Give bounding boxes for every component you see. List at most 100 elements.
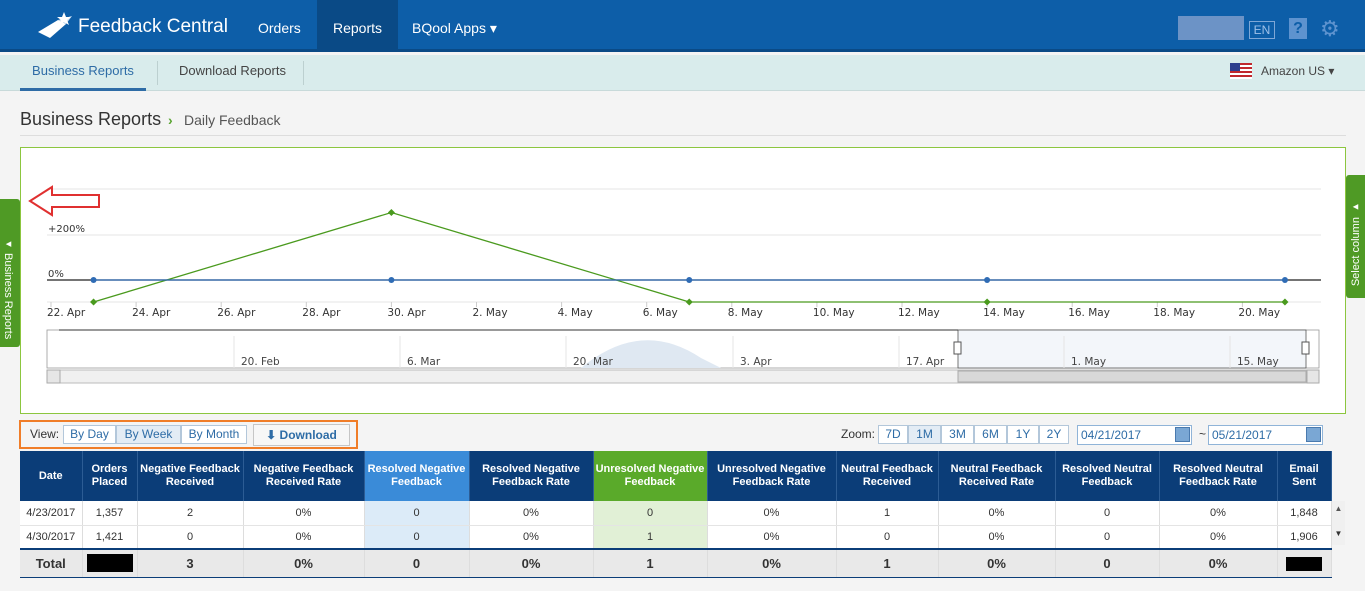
cell: 1 [836, 501, 939, 526]
header-unresolved-negative-rate[interactable]: Unresolved Negative Feedback Rate [707, 451, 837, 501]
navigator-label: 20. Mar [573, 356, 614, 368]
divider [20, 135, 1346, 136]
table-scrollbar[interactable]: ▲ ▼ [1331, 501, 1345, 545]
view-label: View: [30, 427, 60, 441]
cell: 1 [836, 548, 939, 578]
side-tab-label: Select column ▸ [1350, 201, 1362, 287]
x-tick-label: 22. Apr [47, 307, 86, 319]
chart-panel: +200% 0% 22. Apr 24. Apr 26. Apr 28. Apr 30. … [20, 147, 1346, 414]
tab-download-reports[interactable]: Download Reports [179, 63, 286, 78]
x-tick-label: 20. May [1238, 307, 1280, 319]
by-week-button[interactable]: By Week [116, 425, 181, 444]
cell: 0% [1159, 548, 1278, 578]
calendar-icon[interactable] [1306, 427, 1321, 442]
zoom-1m-button[interactable]: 1M [908, 425, 941, 444]
user-name-redacted[interactable] [1178, 16, 1244, 40]
zoom-1y-button[interactable]: 1Y [1007, 425, 1039, 444]
cell: 0 [364, 548, 470, 578]
data-point [90, 298, 98, 306]
cell: 0 [1055, 525, 1160, 550]
sub-nav-bar: Business Reports Download Reports [0, 55, 1365, 91]
cell: 0% [469, 525, 594, 550]
header-neutral-feedback[interactable]: Neutral Feedback Received [836, 451, 939, 501]
tab-business-reports[interactable]: Business Reports [20, 55, 146, 91]
marketplace-selector[interactable]: Amazon US ▾ [1261, 64, 1335, 78]
x-tick-label: 4. May [558, 307, 593, 319]
data-point [984, 277, 991, 283]
header-negative-rate[interactable]: Negative Feedback Received Rate [243, 451, 365, 501]
cell: 1,357 [82, 501, 138, 526]
x-tick-label: 12. May [898, 307, 940, 319]
top-nav-bar: Feedback Central Orders Reports BQool Ap… [0, 0, 1365, 52]
series-line [93, 211, 1285, 303]
cell: 0% [938, 501, 1056, 526]
cell: 4/30/2017 [20, 525, 83, 550]
zoom-6m-button[interactable]: 6M [974, 425, 1007, 444]
cell: 0% [243, 501, 365, 526]
cell: 0 [593, 501, 708, 526]
cell: 0% [243, 548, 365, 578]
data-point [1281, 277, 1288, 283]
help-icon[interactable]: ? [1289, 18, 1307, 39]
line-chart[interactable]: +200% 0% 22. Apr 24. Apr 26. Apr 28. Apr 30. … [21, 148, 1345, 413]
navigator-label: 6. Mar [407, 356, 441, 368]
cell: 0 [1055, 501, 1160, 526]
x-tick-label: 16. May [1068, 307, 1110, 319]
navigator-label: 1. May [1071, 356, 1106, 368]
gear-icon[interactable]: ⚙ [1320, 16, 1340, 41]
y-tick-label: +200% [48, 224, 85, 235]
header-resolved-negative-rate[interactable]: Resolved Negative Feedback Rate [469, 451, 594, 501]
header-unresolved-negative[interactable]: Unresolved Negative Feedback [593, 451, 708, 501]
download-button[interactable]: ⬇ Download [253, 424, 350, 446]
date-separator: ~ [1199, 427, 1207, 441]
nav-bqool-apps[interactable]: BQool Apps ▾ [412, 20, 497, 36]
total-row: Total 3 0% 0 0% 1 0% 1 0% 0 0% [20, 548, 1332, 578]
header-neutral-rate[interactable]: Neutral Feedback Received Rate [938, 451, 1056, 501]
data-point [983, 298, 991, 306]
data-point [387, 208, 395, 217]
cell: 0% [469, 548, 594, 578]
logo-icon [38, 12, 72, 38]
cell: 1,848 [1277, 501, 1332, 526]
zoom-2y-button[interactable]: 2Y [1039, 425, 1069, 444]
x-tick-label: 10. May [813, 307, 855, 319]
cell: 0% [1159, 501, 1278, 526]
header-resolved-neutral-rate[interactable]: Resolved Neutral Feedback Rate [1159, 451, 1278, 501]
calendar-icon[interactable] [1175, 427, 1190, 442]
navigator-label: 20. Feb [241, 356, 280, 368]
by-day-button[interactable]: By Day [63, 425, 116, 444]
cell: 4/23/2017 [20, 501, 83, 526]
date-to-input[interactable]: 05/21/2017 [1208, 425, 1323, 445]
redacted-cell [82, 548, 138, 578]
navigator-handle [1301, 341, 1310, 355]
cell: 0% [938, 525, 1056, 550]
header-resolved-negative[interactable]: Resolved Negative Feedback [364, 451, 470, 501]
business-reports-side-tab[interactable]: ◂ Business Reports [0, 199, 20, 347]
language-selector[interactable]: EN [1249, 21, 1275, 39]
nav-reports[interactable]: Reports [317, 0, 399, 52]
x-tick-label: 28. Apr [302, 307, 341, 319]
date-from-input[interactable]: 04/21/2017 [1077, 425, 1192, 445]
feedback-table: Date Orders Placed Negative Feedback Rec… [20, 451, 1332, 578]
header-date[interactable]: Date [20, 451, 83, 501]
nav-orders[interactable]: Orders [258, 20, 301, 36]
header-negative-feedback[interactable]: Negative Feedback Received [137, 451, 244, 501]
table-row: 4/30/2017 1,421 0 0% 0 0% 1 0% 0 0% 0 0%… [20, 525, 1332, 550]
by-month-button[interactable]: By Month [181, 425, 247, 444]
x-tick-label: 30. Apr [387, 307, 426, 319]
data-point [90, 277, 97, 283]
navigator-label: 3. Apr [740, 356, 772, 368]
select-column-side-tab[interactable]: Select column ▸ [1346, 175, 1365, 298]
total-label: Total [20, 548, 83, 578]
header-resolved-neutral[interactable]: Resolved Neutral Feedback [1055, 451, 1160, 501]
table-row: 4/23/2017 1,357 2 0% 0 0% 0 0% 1 0% 0 0%… [20, 501, 1332, 526]
header-email-sent[interactable]: Email Sent [1277, 451, 1332, 501]
header-orders-placed[interactable]: Orders Placed [82, 451, 138, 501]
app-title[interactable]: Feedback Central [78, 16, 228, 37]
scroll-right-button [1306, 369, 1320, 384]
zoom-3m-button[interactable]: 3M [941, 425, 974, 444]
cell: 0 [364, 501, 470, 526]
zoom-7d-button[interactable]: 7D [878, 425, 908, 444]
data-point [388, 277, 395, 283]
cell: 0% [707, 525, 837, 550]
